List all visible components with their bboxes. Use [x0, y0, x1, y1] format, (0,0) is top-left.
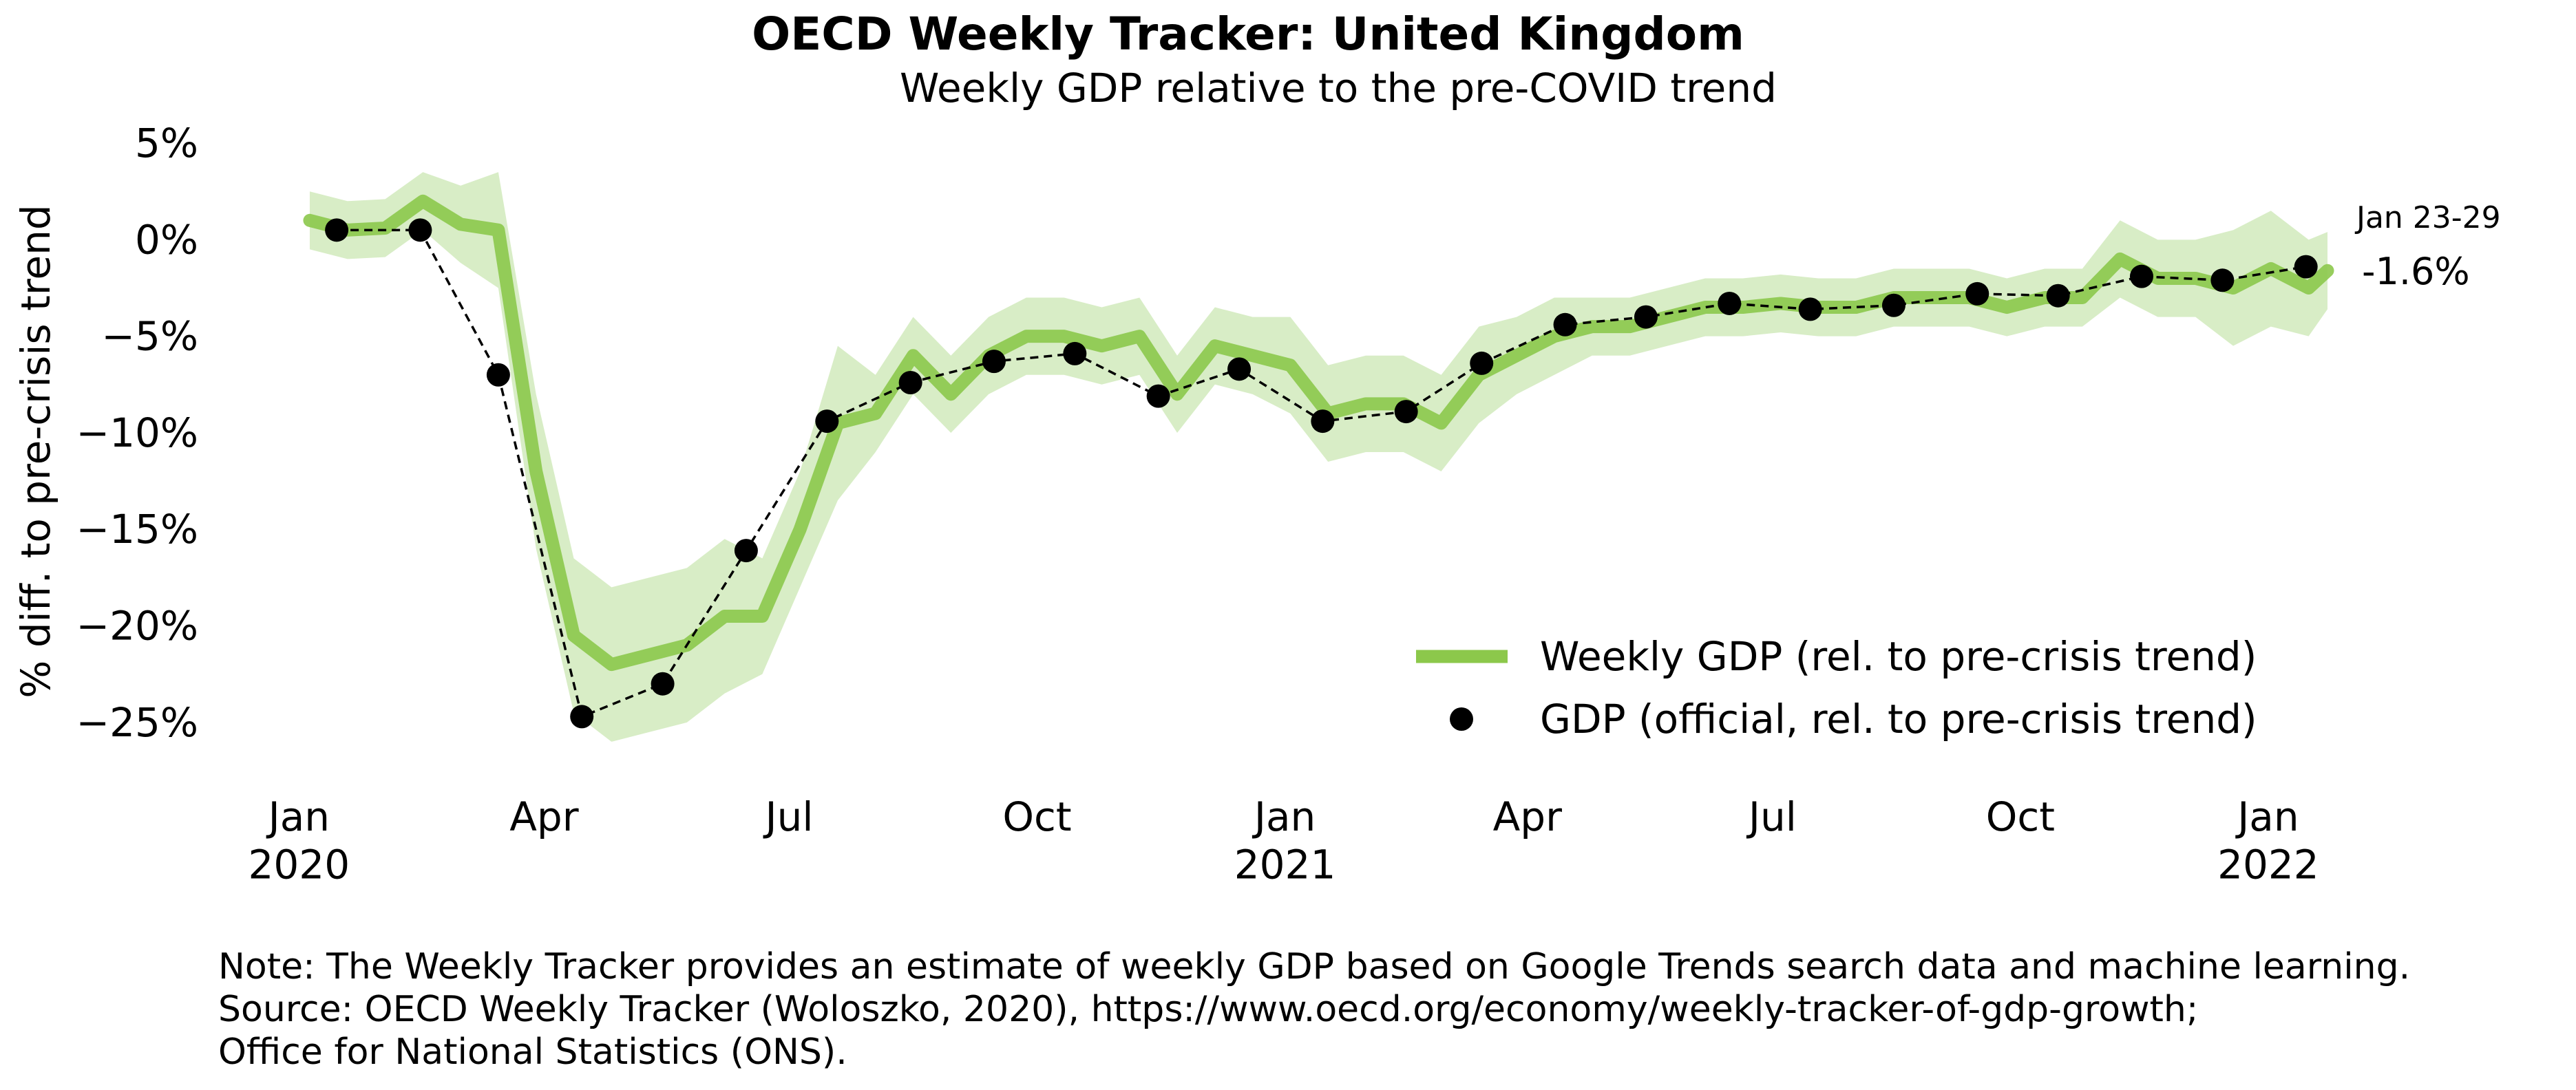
official-point	[1965, 281, 1989, 306]
x-tick-label: Jan 2020	[249, 793, 350, 888]
y-tick-label: −15%	[76, 506, 198, 553]
y-axis-label: % diff. to pre-crisis trend	[12, 204, 59, 698]
period-annotation: Jan 23-29	[2354, 200, 2501, 235]
value-label: -1.6%	[2362, 250, 2470, 293]
official-point	[570, 705, 594, 729]
official-point	[734, 539, 758, 563]
official-point	[815, 409, 839, 434]
official-point	[1146, 384, 1170, 408]
plot-area: −25% −20% −15% −10% −5% 0% 5% Jan 2020 Apr Jul Oct J…	[76, 120, 2500, 888]
official-point	[325, 218, 349, 242]
note-line: Note: The Weekly Tracker provides an est…	[218, 946, 2410, 987]
official-point	[1881, 293, 1905, 317]
note-line: Source: OECD Weekly Tracker (Woloszko, 2…	[218, 989, 2198, 1030]
y-tick-label: 0%	[135, 216, 198, 263]
official-point	[2129, 264, 2153, 288]
official-point	[1394, 400, 1418, 424]
x-tick-label: Apr	[509, 793, 578, 840]
chart-title: OECD Weekly Tracker: United Kingdom	[752, 8, 1744, 61]
official-point	[1553, 312, 1577, 336]
legend-swatch	[1450, 707, 1473, 731]
official-point	[486, 363, 510, 387]
y-tick-label: −20%	[76, 603, 198, 650]
x-tick-label: Oct	[1986, 793, 2055, 840]
x-tick-label: Jan 2022	[2217, 793, 2319, 888]
official-point	[2294, 255, 2318, 279]
notes: Note: The Weekly Tracker provides an est…	[218, 946, 2410, 1073]
official-point	[1798, 297, 1822, 321]
y-tick-label: −5%	[101, 313, 198, 360]
official-point	[1470, 351, 1494, 375]
official-point	[1311, 409, 1335, 434]
x-tick-label: Oct	[1002, 793, 1071, 840]
legend: Weekly GDP (rel. to pre-crisis trend) GDP…	[1416, 633, 2257, 742]
official-point	[2210, 268, 2235, 292]
y-tick-label: −25%	[76, 699, 198, 746]
official-point	[651, 672, 675, 696]
official-point	[1227, 357, 1252, 381]
official-point	[2046, 284, 2070, 308]
official-point	[1063, 341, 1087, 365]
x-tick-label: Jul	[1746, 793, 1797, 840]
note-line: Office for National Statistics (ONS).	[218, 1032, 847, 1073]
official-point	[1634, 305, 1658, 329]
x-tick-label: Jul	[763, 793, 814, 840]
legend-label: Weekly GDP (rel. to pre-crisis trend)	[1540, 633, 2257, 680]
confidence-band	[309, 172, 2327, 742]
y-tick-label: −10%	[76, 409, 198, 456]
official-point	[898, 370, 922, 394]
x-tick-label: Jan 2021	[1234, 793, 1336, 888]
official-point	[1718, 291, 1742, 315]
chart-subtitle: Weekly GDP relative to the pre-COVID tre…	[900, 65, 1777, 111]
official-point	[982, 350, 1006, 374]
legend-label: GDP (official, rel. to pre-crisis trend)	[1540, 696, 2257, 742]
y-tick-label: 5%	[135, 120, 198, 167]
x-tick-label: Apr	[1493, 793, 1562, 840]
official-point	[408, 218, 432, 242]
